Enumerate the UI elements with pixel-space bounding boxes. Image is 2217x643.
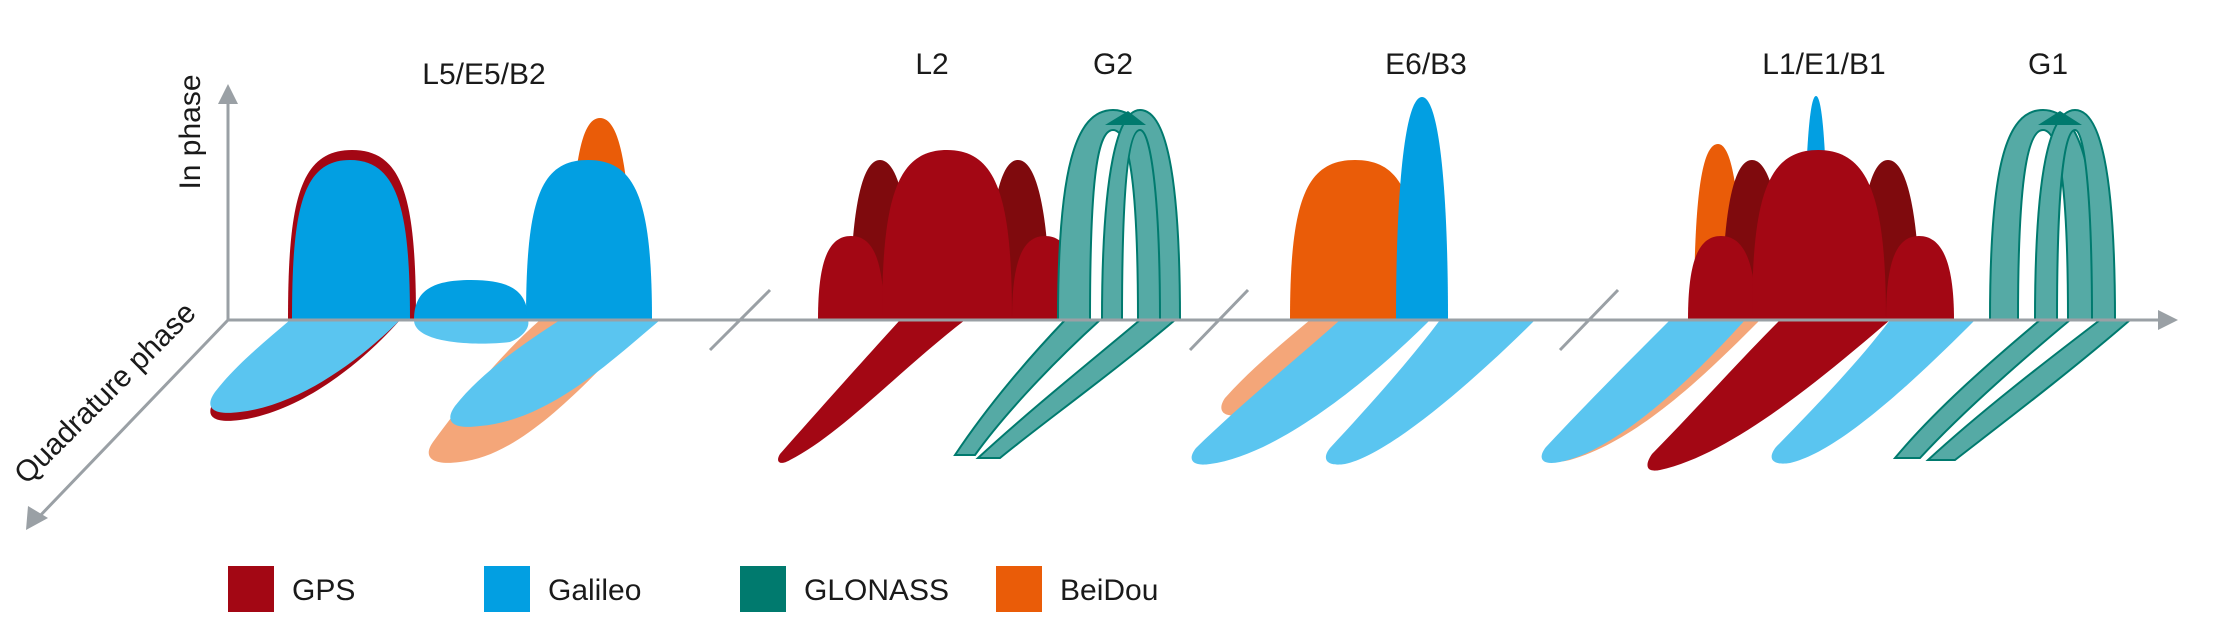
l2-inphase-lobes [818,150,1080,320]
glonass-arch-overlap [2038,111,2082,125]
gps-quadrature-lobe [1647,320,1890,471]
quadrature-phase-axis [34,318,230,522]
beidou-inphase-lobe [1290,160,1420,320]
band-label-g2: G2 [1093,48,1133,81]
axis-break-mark [1188,288,1250,352]
frequency-arrowhead [2158,310,2178,330]
galileo-inphase-lobe [526,160,652,320]
band-label-g1: G1 [2028,48,2068,81]
axis-break-mark [1558,288,1620,352]
g2-inphase-lobes [1056,108,1182,321]
legend-item-beidou: BeiDou [996,566,1158,612]
legend-swatch-galileo [484,566,530,612]
galileo-quadrature-lobe [1191,320,1430,465]
e6-quadrature-lobes [1191,320,1535,465]
l1-g1-quadrature-lobes [1541,319,2133,471]
galileo-inphase-lobe [292,160,410,320]
galileo-inphase-peak [1396,97,1448,320]
galileo-quadrature-lobe [210,320,400,413]
legend-label-galileo: Galileo [548,574,641,607]
galileo-quadrature-lobe [450,320,660,427]
legend-swatch-gps [228,566,274,612]
in-phase-axis-label: In phase [174,74,207,189]
band-label-e6-b3: E6/B3 [1385,48,1467,81]
galileo-quadrature-lobe [1325,320,1535,465]
galileo-quadrature-lobe [1771,320,1975,464]
l5-quadrature-lobes [210,320,660,463]
e6-inphase-lobes [1290,97,1448,320]
glonass-quadrature-ribbon [1892,319,2073,459]
quadrature-arrowhead [26,506,48,530]
in-phase-arrowhead [218,84,238,104]
l5-inphase-lobes [288,118,652,320]
glonass-arch-overlap [1105,111,1146,125]
galileo-quadrature-lobe [1541,320,1745,463]
legend: GPS Galileo GLONASS BeiDou [228,566,1158,612]
quadrature-phase-axis-label: Quadrature phase [8,296,202,490]
l2-g2-quadrature-lobes [778,319,1178,463]
band-label-l5-e5-b2: L5/E5/B2 [422,58,545,91]
g1-inphase-lobes [1988,108,2117,321]
glonass-quadrature-ribbon [953,319,1103,456]
band-label-l1-e1-b1: L1/E1/B1 [1762,48,1885,81]
gps-main-lobe [1752,150,1886,320]
gps-quadrature-lobe [778,320,965,463]
axis-break-mark [708,288,772,352]
galileo-center-quadrature-lobe [414,320,529,344]
legend-label-glonass: GLONASS [804,574,949,607]
gps-inphase-lobe [818,236,884,320]
axes [26,84,2178,530]
legend-label-gps: GPS [292,574,355,607]
legend-swatch-glonass [740,566,786,612]
band-label-l2: L2 [915,48,948,81]
legend-swatch-beidou [996,566,1042,612]
l1-inphase-lobes [1688,96,1954,320]
gps-inphase-lobe [1886,236,1954,320]
gps-main-lobe [882,150,1012,320]
legend-label-beidou: BeiDou [1060,574,1158,607]
glonass-quadrature-ribbon [1925,319,2133,461]
legend-item-gps: GPS [228,566,355,612]
band-labels: L5/E5/B2 L2 G2 E6/B3 L1/E1/B1 G1 [422,48,2068,91]
legend-item-galileo: Galileo [484,566,641,612]
gps-inphase-lobe [1688,236,1756,320]
glonass-quadrature-ribbon [975,319,1178,459]
legend-item-glonass: GLONASS [740,566,949,612]
galileo-center-lobe [414,280,528,320]
